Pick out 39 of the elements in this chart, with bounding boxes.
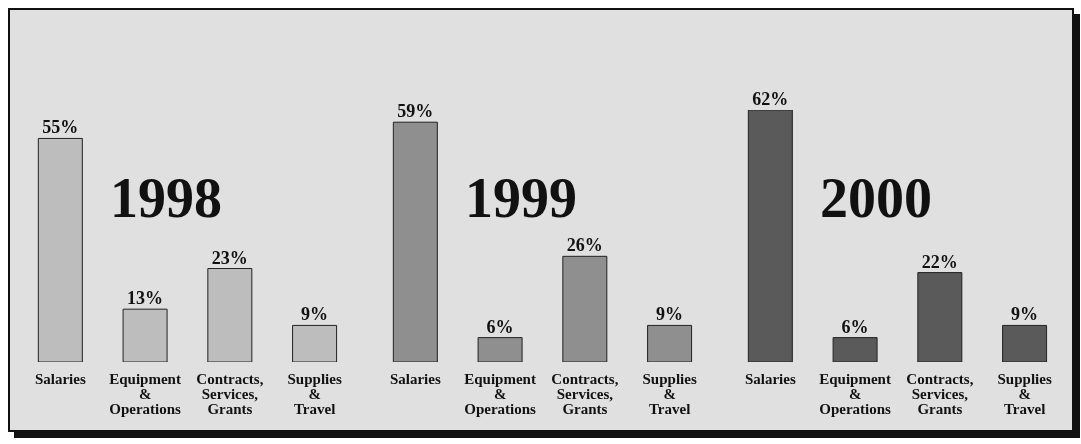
bar	[832, 337, 878, 362]
bar	[562, 255, 608, 362]
data-label: 22%	[921, 251, 958, 272]
bar	[647, 324, 693, 362]
x-tick-label: Supplies & Travel	[287, 371, 342, 417]
bar	[1002, 324, 1048, 362]
text: 1998	[110, 167, 222, 229]
bar	[37, 137, 83, 362]
text: 1999	[465, 167, 577, 229]
x-tick-label: Salaries	[34, 371, 86, 387]
x-tick-label: Salaries	[389, 371, 441, 387]
x-tick-label: Supplies & Travel	[997, 371, 1052, 417]
bar	[207, 268, 253, 362]
x-tick-label: Equipment & Operations	[819, 371, 892, 417]
x-tick-label: Contracts, Services, Grants	[906, 371, 974, 417]
text: 2000	[820, 167, 932, 229]
data-label: 6%	[486, 316, 514, 337]
x-tick-label: Contracts, Services, Grants	[196, 371, 264, 417]
x-tick-label: Contracts, Services, Grants	[551, 371, 619, 417]
bar	[392, 121, 438, 362]
x-tick-label: Supplies & Travel	[642, 371, 697, 417]
data-label: 55%	[42, 117, 79, 138]
data-label: 13%	[127, 288, 164, 309]
data-label: 26%	[566, 235, 603, 256]
data-label: 59%	[397, 101, 434, 122]
bar	[747, 110, 793, 362]
bar	[477, 337, 523, 362]
bar	[122, 308, 168, 362]
x-tick-label: Equipment & Operations	[464, 371, 537, 417]
x-tick-label: Salaries	[744, 371, 796, 387]
data-label: 62%	[752, 89, 789, 109]
data-label: 9%	[301, 304, 329, 325]
bar	[917, 272, 963, 362]
data-label: 9%	[656, 304, 684, 325]
x-tick-label: Equipment & Operations	[109, 371, 182, 417]
data-label: 6%	[841, 316, 869, 337]
data-label: 23%	[211, 247, 248, 268]
data-label: 9%	[1011, 304, 1039, 325]
bar	[292, 324, 338, 362]
